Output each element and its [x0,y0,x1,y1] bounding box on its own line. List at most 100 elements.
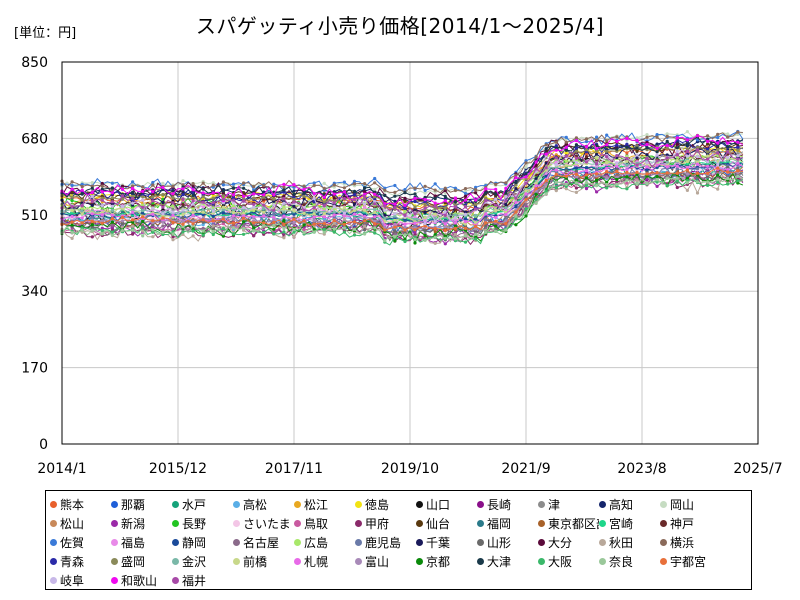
data-point [595,155,599,159]
legend-marker [477,501,484,508]
data-point [685,181,690,185]
data-point [463,240,468,244]
legend-item: 長崎 [477,495,538,514]
data-point [211,201,215,205]
data-point [524,172,528,176]
data-point [231,226,236,230]
legend-item: 盛岡 [111,552,172,571]
data-point [201,191,205,195]
data-point [695,148,700,152]
series-line [61,170,743,244]
data-point [90,181,94,185]
grid [62,62,758,444]
data-point [726,141,730,145]
data-point [534,155,538,159]
data-point [675,142,679,146]
data-point [403,239,407,244]
data-point [423,188,427,192]
data-point [302,191,306,195]
legend-label: 高松 [243,498,268,512]
legend-item: 高松 [233,495,294,514]
data-point [171,201,175,205]
series-line [61,172,744,245]
x-tick-label: 2014/1 [37,461,86,477]
legend-item: 名古屋 [233,533,294,552]
data-point [383,216,387,220]
data-point [151,212,155,216]
legend-item: 奈良 [599,552,660,571]
data-point [584,181,589,185]
data-point [544,192,548,196]
data-point [131,232,135,236]
data-point [474,191,478,195]
data-point [201,218,205,222]
data-point [675,149,679,154]
legend-label: 秋田 [609,536,634,550]
data-point [181,219,185,223]
data-point [242,214,246,218]
data-point [373,187,377,191]
data-point [272,220,276,224]
data-point [363,186,367,190]
data-point [373,202,377,206]
data-point [423,184,427,188]
data-point [453,205,457,209]
legend-marker [294,501,301,508]
data-point [595,190,599,194]
data-point [161,212,165,216]
data-point [695,138,700,142]
data-point [695,171,700,175]
data-point [695,145,700,149]
data-point [352,206,357,210]
legend-marker [416,558,423,565]
data-point [484,230,488,234]
data-point [453,203,457,207]
data-point [342,197,346,201]
data-point [151,235,155,239]
data-point [564,174,568,178]
data-point [383,204,387,208]
data-point [171,232,175,236]
data-point [716,144,720,148]
data-point [302,228,306,232]
legend-label: 松江 [304,498,329,512]
data-point [393,225,397,229]
legend-item: 高知 [599,495,660,514]
data-point [322,200,326,204]
data-point [574,169,579,173]
legend-label: 鹿児島 [365,536,402,550]
data-point [252,214,256,219]
data-point [312,181,316,185]
legend-marker [172,520,179,527]
data-point [383,228,387,232]
data-point [70,199,74,203]
data-point [494,219,498,223]
data-point [675,179,679,183]
data-point [514,196,518,200]
data-point [302,231,306,235]
data-point [242,208,246,212]
legend-marker [50,577,57,584]
data-point [595,135,599,139]
data-point [484,221,488,225]
data-point [433,235,437,239]
data-point [403,199,407,203]
data-point [514,176,518,180]
data-point [70,220,74,224]
data-point [302,223,306,227]
data-point [302,194,306,198]
data-point [231,211,236,215]
data-point [383,188,387,192]
data-point [605,133,609,137]
data-point [504,208,508,212]
data-point [403,222,407,226]
data-point [383,219,387,223]
legend-label: 東京都区部 [548,517,599,531]
data-point [201,210,205,214]
data-point [584,155,589,159]
data-point [171,184,175,188]
data-point [403,188,407,192]
data-point [141,205,145,209]
legend-item: 大分 [538,533,599,552]
data-point [423,238,427,242]
